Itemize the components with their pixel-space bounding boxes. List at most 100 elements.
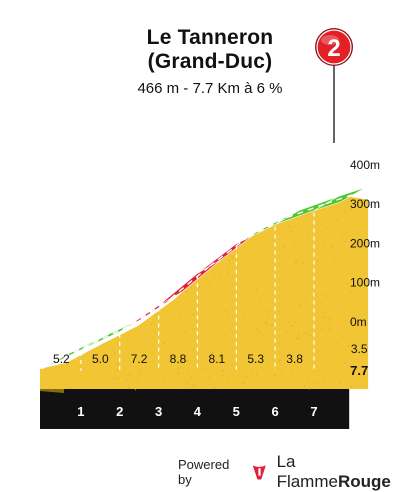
climb-subtitle-name: (Grand-Duc) xyxy=(147,50,273,73)
texture-dot xyxy=(329,286,332,288)
texture-dot xyxy=(113,377,115,379)
band-centre-line xyxy=(208,236,249,267)
texture-dot xyxy=(266,317,269,319)
texture-dot xyxy=(134,389,137,391)
texture-dot xyxy=(290,230,292,233)
texture-dot xyxy=(249,361,252,363)
texture-dot xyxy=(248,255,250,257)
profile-body xyxy=(40,195,369,389)
texture-dot xyxy=(348,365,350,368)
texture-dot xyxy=(314,294,317,296)
texture-dot xyxy=(280,372,282,375)
band-centre-line xyxy=(131,297,171,326)
texture-dot xyxy=(307,233,310,235)
km-tick-label: 4 xyxy=(194,404,202,419)
flame-1-icon xyxy=(252,465,266,480)
y-tick-label: 300m xyxy=(350,197,380,211)
texture-dot xyxy=(127,338,129,340)
texture-dot xyxy=(222,370,224,372)
texture-dot xyxy=(293,321,296,323)
band-centre-line xyxy=(325,193,354,205)
texture-dot xyxy=(69,387,72,389)
texture-dot xyxy=(256,328,259,330)
texture-dot xyxy=(217,294,220,296)
texture-dot xyxy=(322,260,324,263)
texture-dot xyxy=(211,352,214,354)
texture-dot xyxy=(255,288,258,291)
texture-dot xyxy=(350,208,352,210)
km-tick-label: 2 xyxy=(116,404,123,419)
texture-dot xyxy=(243,313,245,315)
texture-dot xyxy=(199,323,201,326)
texture-dot xyxy=(298,334,300,336)
texture-dot xyxy=(223,334,226,337)
texture-dot xyxy=(42,384,44,386)
texture-dot xyxy=(295,260,298,262)
texture-dot xyxy=(208,376,211,379)
km-tick-label: 3 xyxy=(155,404,162,419)
texture-dot xyxy=(331,246,334,248)
texture-dot xyxy=(201,336,203,338)
texture-dot xyxy=(95,386,97,388)
texture-dot xyxy=(114,352,116,354)
texture-dot xyxy=(162,377,164,379)
powered-by-label: Powered by xyxy=(178,457,230,487)
texture-dot xyxy=(316,260,318,262)
texture-dot xyxy=(131,341,133,343)
texture-dot xyxy=(344,240,346,243)
texture-dot xyxy=(256,373,258,376)
texture-dot xyxy=(214,387,216,389)
texture-dot xyxy=(251,279,253,281)
texture-dot xyxy=(271,324,273,326)
texture-dot xyxy=(291,325,294,327)
texture-dot xyxy=(225,310,227,312)
texture-dot xyxy=(192,328,194,331)
texture-dot xyxy=(244,325,247,327)
texture-dot xyxy=(282,312,284,315)
texture-dot xyxy=(140,372,142,374)
texture-dot xyxy=(190,376,192,379)
texture-dot xyxy=(336,219,338,221)
band-centre-line xyxy=(53,342,94,363)
texture-dot xyxy=(271,239,273,242)
texture-dot xyxy=(299,304,302,306)
texture-dot xyxy=(153,314,156,316)
texture-dot xyxy=(304,301,307,303)
texture-dot xyxy=(324,294,327,296)
texture-dot xyxy=(138,369,140,371)
km-tick-label: 7 xyxy=(310,404,317,419)
texture-dot xyxy=(349,291,352,293)
texture-dot xyxy=(219,276,221,278)
texture-dot xyxy=(346,303,348,305)
texture-dot xyxy=(251,371,254,373)
texture-dot xyxy=(286,331,288,333)
texture-dot xyxy=(117,363,119,366)
texture-dot xyxy=(310,334,312,336)
texture-dot xyxy=(212,368,214,370)
texture-dot xyxy=(258,331,261,333)
texture-dot xyxy=(148,374,150,376)
texture-dot xyxy=(304,385,306,388)
texture-dot xyxy=(320,303,323,305)
texture-dot xyxy=(284,277,286,280)
texture-dot xyxy=(321,315,323,318)
texture-dot xyxy=(264,287,267,289)
texture-dot xyxy=(335,358,337,360)
texture-dot xyxy=(128,374,131,376)
gradient-label: 8.1 xyxy=(209,352,226,366)
texture-dot xyxy=(218,348,220,350)
texture-dot xyxy=(198,286,201,288)
footer: Powered by La FlammeRouge xyxy=(178,452,405,491)
texture-dot xyxy=(214,276,216,278)
texture-dot xyxy=(192,384,195,387)
gradient-label: 5.2 xyxy=(53,352,70,366)
texture-dot xyxy=(242,351,245,354)
texture-dot xyxy=(245,375,247,378)
texture-dot xyxy=(328,327,331,330)
texture-dot xyxy=(257,311,259,313)
texture-dot xyxy=(297,338,299,340)
texture-dot xyxy=(334,258,336,260)
texture-dot xyxy=(241,250,243,253)
texture-dot xyxy=(66,373,69,375)
texture-dot xyxy=(294,261,296,263)
